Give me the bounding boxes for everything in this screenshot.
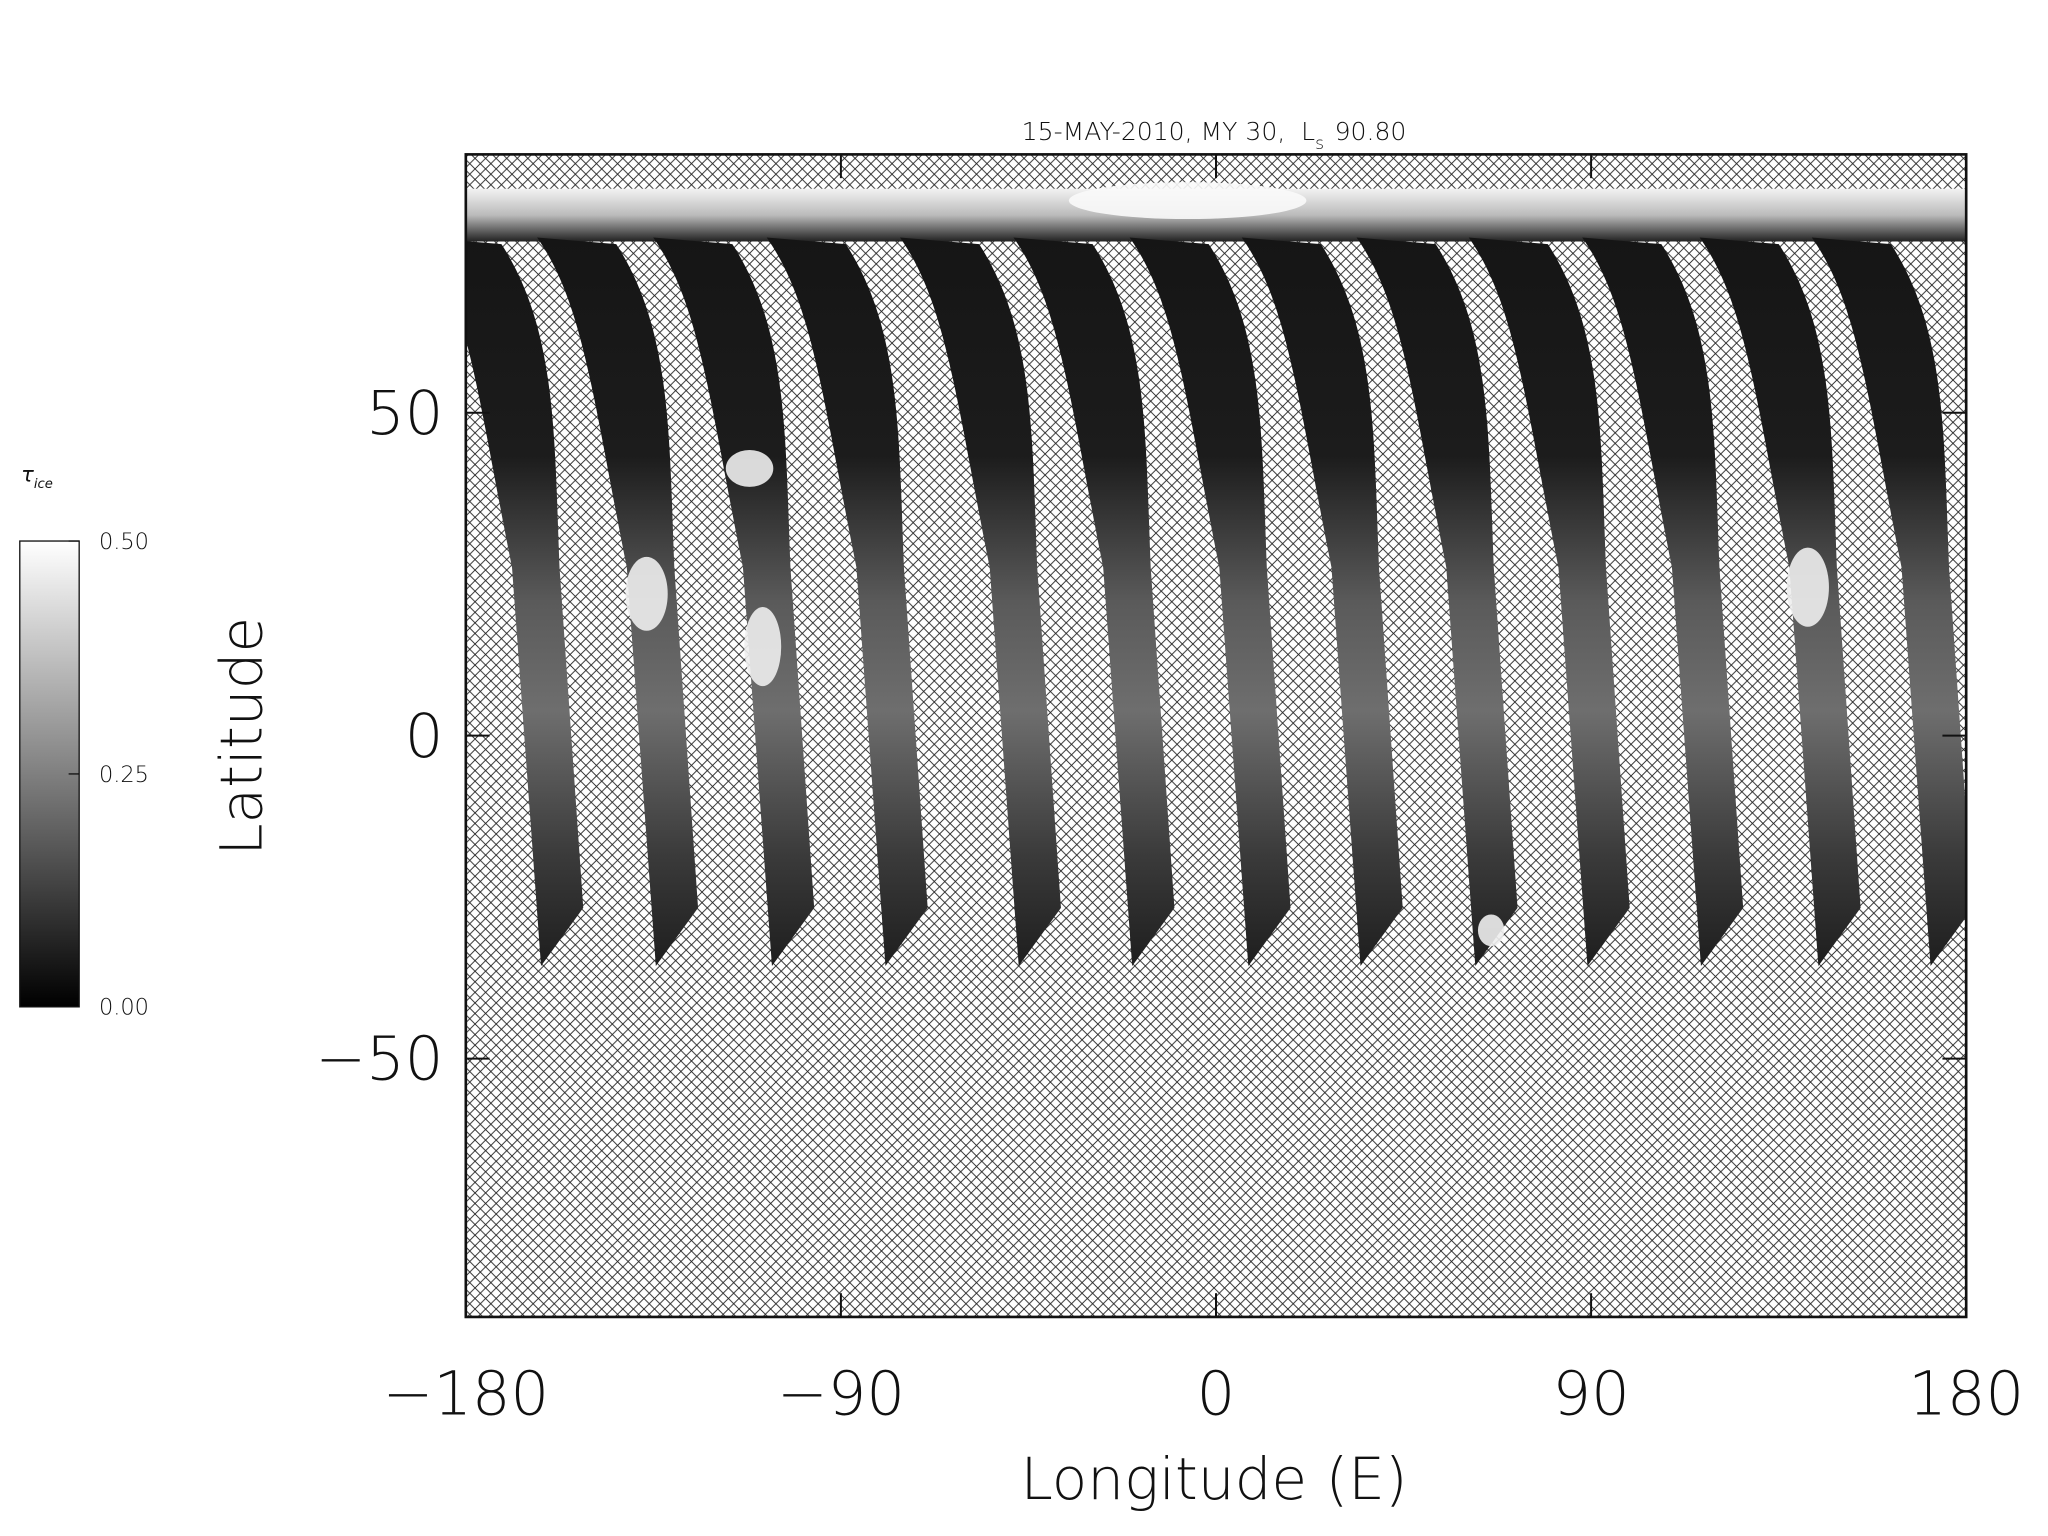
colorbar-tick-label: 0.00 (99, 995, 149, 1021)
cloud-blob (625, 556, 668, 631)
y-tick-label: 0 (405, 702, 444, 772)
swath (1129, 237, 1291, 966)
polar-cap (1068, 182, 1307, 220)
title-symbol: L (1301, 117, 1315, 146)
swath (899, 237, 1061, 966)
colorbar-symbol: τ (21, 462, 34, 487)
x-tick-label: 0 (1197, 1360, 1236, 1430)
swath (653, 237, 815, 966)
x-tick-label: −90 (777, 1360, 905, 1430)
cloud-blob (744, 607, 782, 687)
colorbar-subscript: ice (34, 477, 53, 492)
colorbar-tick-label: 0.50 (99, 529, 149, 555)
chart-title: 15-MAY-2010, MY 30, Ls 90.80 (1022, 117, 1407, 154)
x-tick-label: −180 (382, 1360, 549, 1430)
x-tick-label: 180 (1908, 1360, 2024, 1430)
y-axis-label: Latitude (207, 617, 275, 856)
title-subscript: s (1315, 134, 1324, 154)
swath (1582, 237, 1744, 966)
title-text: 15-MAY-2010, MY 30, (1022, 117, 1286, 146)
x-axis-label: Longitude (E) (1020, 1445, 1407, 1513)
cloud-blob (1477, 914, 1505, 947)
cloud-blob (1786, 547, 1829, 627)
cloud-blob (725, 449, 774, 487)
swath (1013, 237, 1175, 966)
y-tick-label: −50 (315, 1025, 443, 1095)
swath (1356, 237, 1518, 966)
swath (1241, 237, 1403, 966)
axes: −180 −90 0 90 180 −50 0 50 0.00 0.25 0.50 (68, 154, 2024, 1430)
swaths (465, 182, 1967, 966)
x-tick-label: 90 (1552, 1360, 1629, 1430)
swath (1699, 237, 1861, 966)
title-value: 90.80 (1335, 117, 1407, 146)
swath (1811, 237, 1967, 966)
swath (537, 237, 699, 966)
swath (766, 237, 928, 966)
swath (465, 241, 584, 966)
y-tick-label: 50 (366, 379, 443, 449)
swath (1468, 237, 1630, 966)
colorbar-label: τice (21, 462, 53, 493)
colorbar-tick-label: 0.25 (99, 762, 149, 788)
